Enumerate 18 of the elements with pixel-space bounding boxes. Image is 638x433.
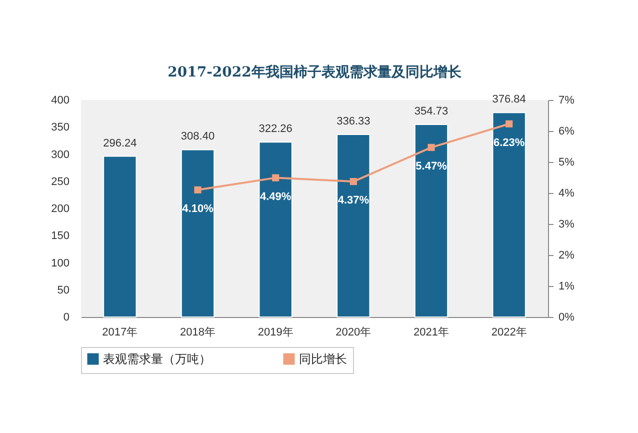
y-tick-label: 350 xyxy=(51,122,70,134)
y-tick-label: 400 xyxy=(51,94,70,106)
y2-tick-label: 4% xyxy=(558,188,575,200)
y-tick-label: 100 xyxy=(51,257,70,270)
y2-tick-label: 0% xyxy=(558,312,575,324)
y-tick-label: 0 xyxy=(63,312,70,324)
y2-tick-label: 3% xyxy=(558,218,575,230)
y2-tick-label: 7% xyxy=(558,94,575,106)
y2-tick-label: 6% xyxy=(558,126,575,138)
y-tick-label: 250 xyxy=(51,176,70,188)
y2-tick-label: 5% xyxy=(558,156,575,168)
y-tick-label: 300 xyxy=(51,148,70,161)
y-tick-label: 200 xyxy=(51,203,70,215)
y2-tick-label: 2% xyxy=(558,250,575,262)
chart-title: 2017-2022年我国柿子表观需求量及同比增长 xyxy=(168,64,462,81)
y-tick-label: 50 xyxy=(57,284,70,296)
y-tick-label: 150 xyxy=(51,230,70,242)
y2-tick-label: 1% xyxy=(558,280,575,292)
